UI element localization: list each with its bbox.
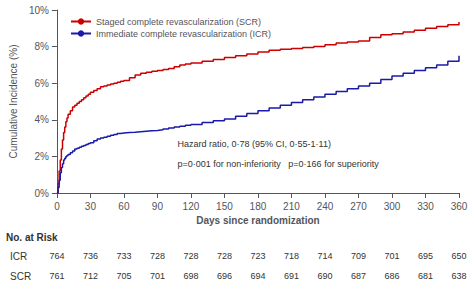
svg-text:210: 210 [283,201,300,212]
svg-text:300: 300 [384,201,401,212]
svg-text:728: 728 [183,251,198,261]
svg-text:696: 696 [217,271,232,281]
svg-text:691: 691 [284,271,299,281]
svg-text:736: 736 [83,251,98,261]
svg-text:761: 761 [49,271,64,281]
svg-text:180: 180 [250,201,267,212]
svg-text:Hazard ratio, 0·78 (95% CI, 0·: Hazard ratio, 0·78 (95% CI, 0·55-1·11) [178,139,331,149]
svg-text:723: 723 [250,251,265,261]
svg-text:698: 698 [183,271,198,281]
svg-text:ICR: ICR [10,251,27,262]
svg-text:30: 30 [85,201,97,212]
svg-text:695: 695 [418,251,433,261]
svg-text:681: 681 [418,271,433,281]
svg-text:60: 60 [118,201,130,212]
svg-text:120: 120 [183,201,200,212]
svg-text:728: 728 [217,251,232,261]
svg-text:330: 330 [417,201,434,212]
svg-text:270: 270 [350,201,367,212]
svg-text:Days since randomization: Days since randomization [196,215,319,226]
svg-text:SCR: SCR [10,271,31,282]
svg-text:0%: 0% [34,188,49,199]
svg-text:701: 701 [150,271,165,281]
svg-text:709: 709 [351,251,366,261]
svg-text:638: 638 [451,271,466,281]
svg-text:705: 705 [116,271,131,281]
svg-text:10%: 10% [29,5,49,16]
svg-text:p=0·001 for non-inferiority: p=0·001 for non-inferiority p=0·166 for … [178,159,380,169]
svg-text:150: 150 [216,201,233,212]
svg-text:687: 687 [351,271,366,281]
svg-text:728: 728 [150,251,165,261]
svg-text:6%: 6% [34,78,49,89]
svg-text:712: 712 [83,271,98,281]
svg-text:240: 240 [317,201,334,212]
svg-text:701: 701 [384,251,399,261]
svg-text:90: 90 [152,201,164,212]
svg-text:360: 360 [451,201,468,212]
svg-text:690: 690 [317,271,332,281]
svg-text:Cumulative Incidence (%): Cumulative Incidence (%) [8,45,19,159]
svg-text:764: 764 [49,251,64,261]
svg-text:694: 694 [250,271,265,281]
svg-text:Staged complete revascularizat: Staged complete revascularization (SCR) [96,17,261,27]
svg-text:650: 650 [451,251,466,261]
svg-text:718: 718 [284,251,299,261]
svg-text:2%: 2% [34,151,49,162]
svg-text:4%: 4% [34,114,49,125]
svg-text:8%: 8% [34,41,49,52]
svg-text:Immediate complete revasculari: Immediate complete revascularization (IC… [96,29,271,39]
svg-text:733: 733 [116,251,131,261]
svg-text:714: 714 [317,251,332,261]
svg-text:0: 0 [54,201,60,212]
svg-text:686: 686 [384,271,399,281]
svg-text:No. at Risk: No. at Risk [6,232,58,243]
